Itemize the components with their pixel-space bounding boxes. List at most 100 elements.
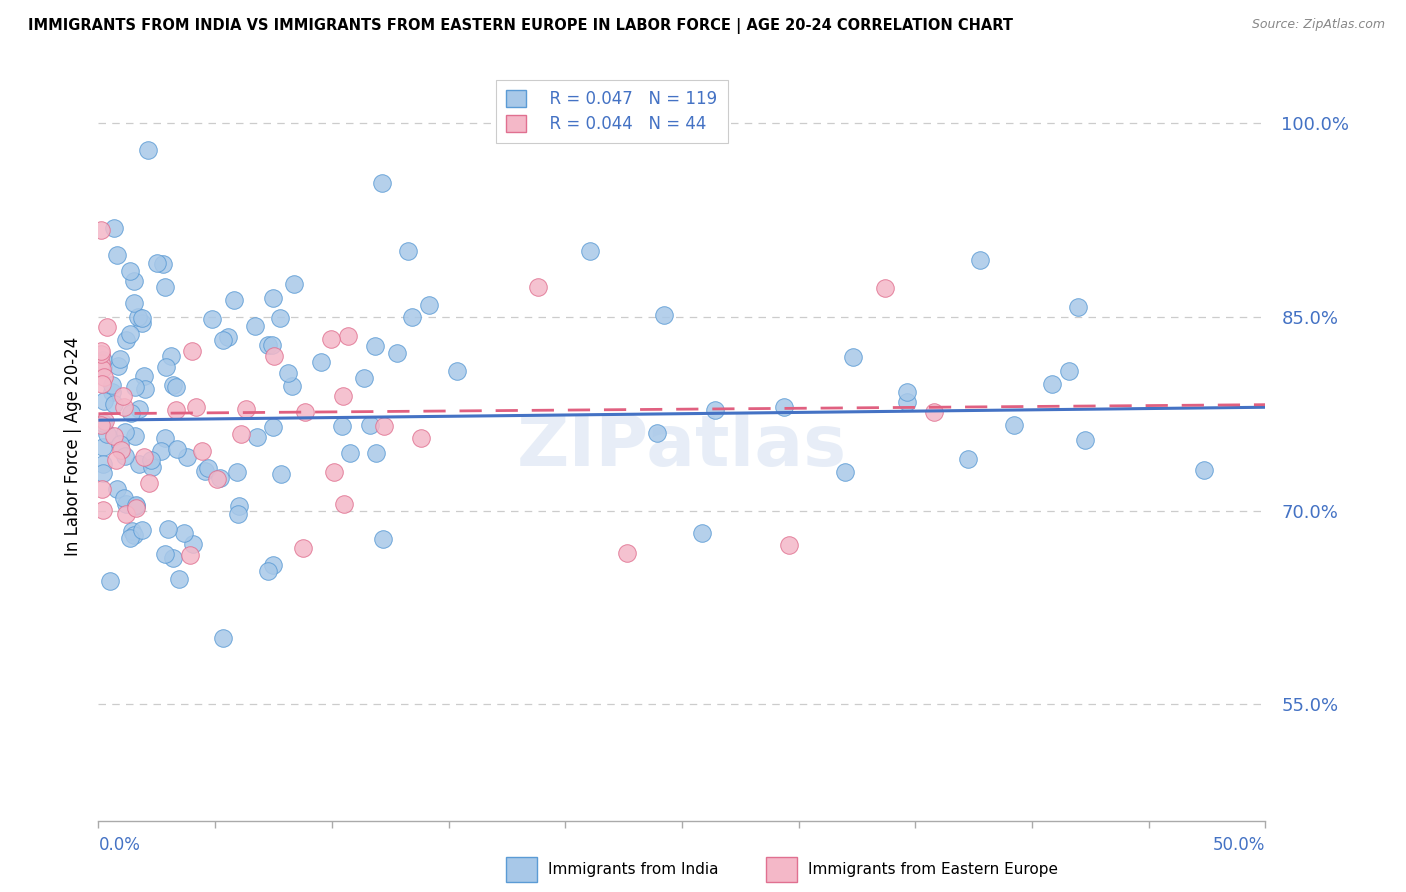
Point (194, 464, 217, 478)
Point (1057, 364, 1080, 378)
Point (201, 312, 224, 326)
Point (211, 631, 233, 645)
Point (103, 221, 125, 235)
Point (149, 443, 172, 458)
Point (93, 393, 115, 408)
Point (93, 414, 115, 428)
Point (108, 352, 131, 367)
Point (173, 526, 195, 541)
Point (337, 329, 360, 343)
Point (90, 343, 112, 358)
Point (90, 356, 112, 370)
Point (527, 280, 550, 294)
Point (208, 470, 231, 484)
Point (645, 425, 668, 440)
Point (101, 377, 124, 392)
Point (184, 401, 207, 415)
Point (101, 385, 124, 400)
Point (114, 507, 136, 521)
Point (896, 385, 918, 400)
Point (155, 280, 177, 294)
Point (257, 565, 280, 579)
Point (332, 388, 354, 402)
Point (211, 333, 233, 347)
Text: 50.0%: 50.0% (1213, 836, 1265, 855)
Point (319, 332, 342, 346)
Point (104, 452, 127, 467)
Point (373, 532, 395, 546)
Point (134, 450, 156, 464)
Point (652, 309, 675, 323)
Point (446, 364, 468, 378)
Point (166, 442, 188, 456)
Point (131, 310, 153, 325)
Point (217, 330, 239, 344)
Point (243, 319, 266, 334)
Point (114, 425, 136, 440)
Point (690, 526, 713, 541)
Point (246, 430, 269, 444)
Point (114, 449, 136, 463)
Point (128, 402, 150, 417)
Point (96, 427, 118, 442)
Point (146, 255, 169, 269)
Point (1040, 377, 1063, 392)
Point (128, 457, 150, 471)
Point (228, 499, 250, 513)
Point (176, 450, 198, 464)
Point (112, 389, 135, 403)
Point (262, 558, 284, 572)
Point (969, 252, 991, 267)
Point (222, 293, 245, 308)
Point (283, 277, 305, 292)
Point (90, 346, 112, 360)
Point (256, 337, 278, 351)
Point (103, 397, 125, 411)
Point (191, 443, 214, 458)
Point (197, 461, 219, 475)
Point (225, 465, 247, 479)
Point (842, 350, 865, 364)
Point (131, 316, 153, 330)
Point (353, 370, 375, 384)
Point (1002, 417, 1025, 432)
Point (91, 457, 114, 471)
Text: Source: ZipAtlas.com: Source: ZipAtlas.com (1251, 18, 1385, 31)
Point (155, 360, 177, 375)
Point (110, 442, 132, 457)
Point (91, 360, 114, 375)
Point (112, 400, 135, 414)
Point (1074, 433, 1097, 447)
Point (124, 428, 146, 442)
Point (121, 524, 143, 538)
Point (91, 416, 114, 430)
Text: 0.0%: 0.0% (98, 836, 141, 855)
Point (873, 281, 896, 295)
Point (91, 361, 114, 376)
Point (359, 417, 381, 432)
Point (103, 429, 125, 443)
Point (418, 298, 440, 312)
Text: ZIPatlas: ZIPatlas (517, 411, 846, 481)
Point (91, 503, 114, 517)
Point (124, 380, 146, 394)
Point (179, 548, 201, 562)
Point (165, 402, 187, 417)
Point (90, 418, 112, 433)
Point (294, 405, 316, 419)
Point (924, 405, 946, 419)
Point (107, 359, 129, 373)
Point (105, 248, 128, 262)
Point (1066, 300, 1088, 314)
Point (131, 523, 153, 537)
Point (136, 143, 159, 157)
Point (371, 177, 394, 191)
Point (120, 326, 142, 341)
Point (373, 418, 395, 433)
Point (162, 551, 184, 566)
Point (396, 244, 419, 259)
Point (181, 344, 204, 359)
Point (169, 572, 191, 586)
Point (228, 507, 250, 521)
Point (364, 446, 387, 460)
